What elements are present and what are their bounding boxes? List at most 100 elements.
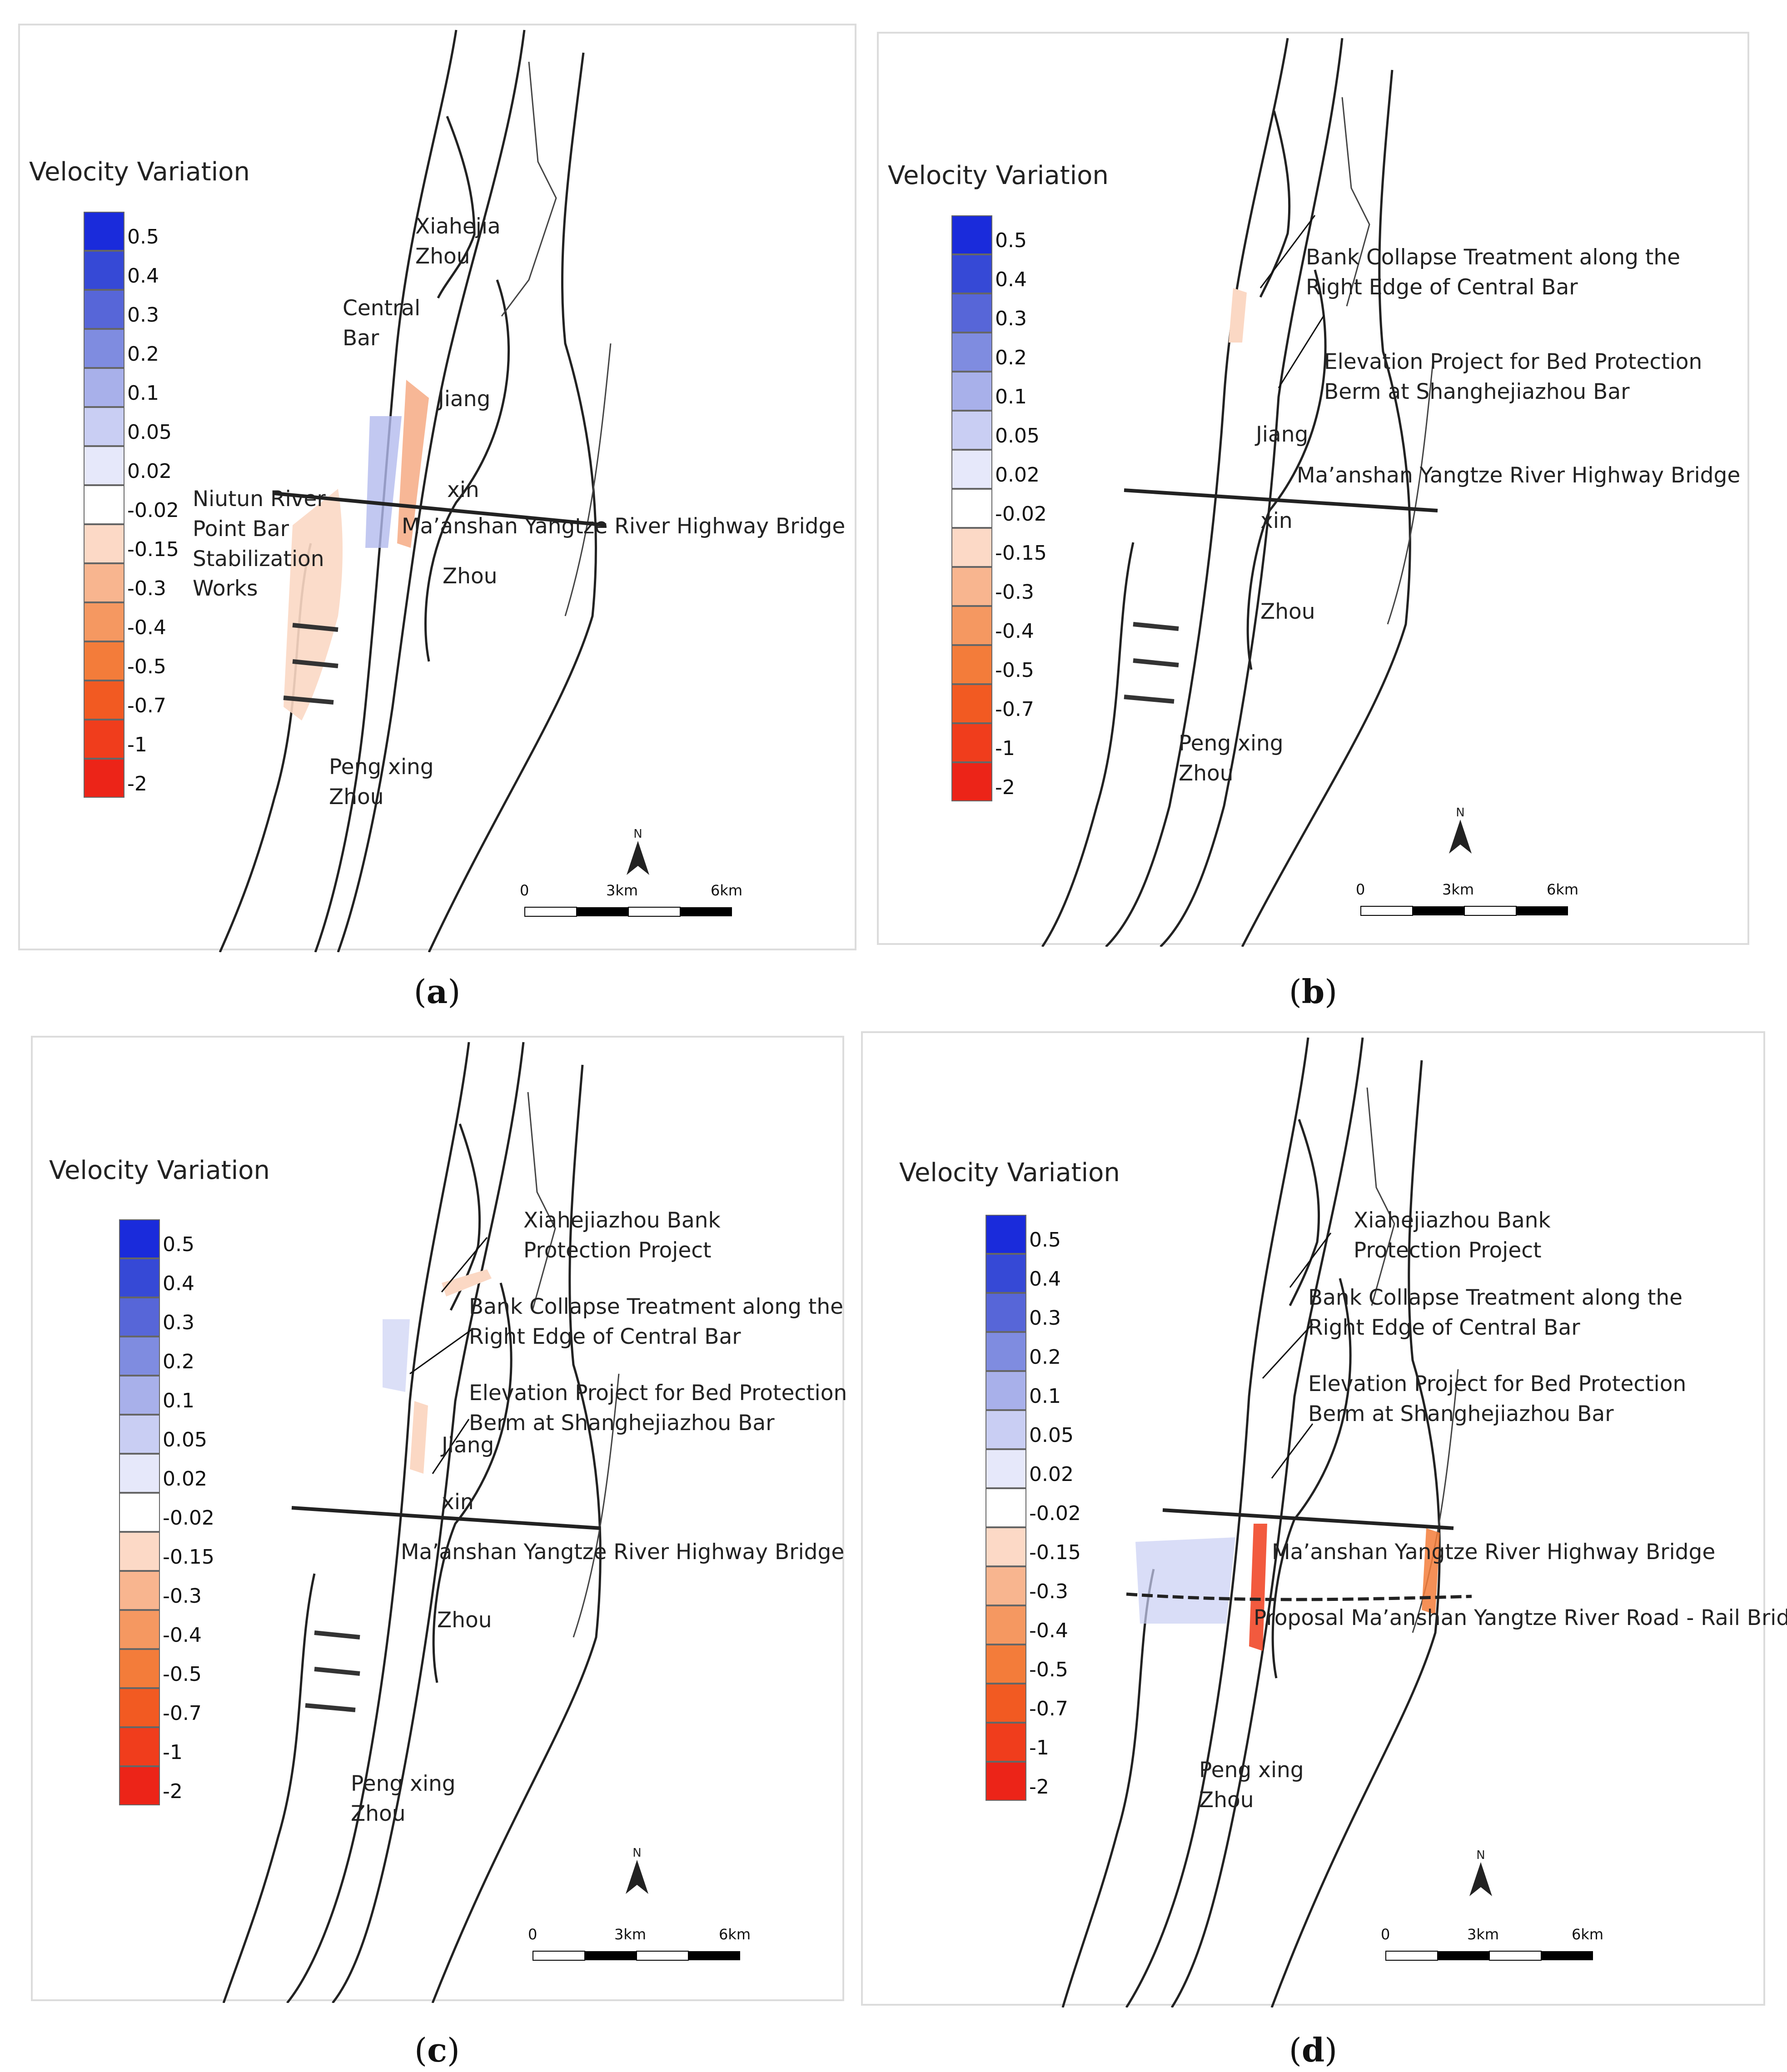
legend-label: 0.05 [127,421,172,444]
legend-label: 0.4 [995,268,1027,291]
legend-title: Velocity Variation [888,161,1109,190]
legend-label: -1 [163,1741,183,1764]
legend-swatch [119,1258,160,1297]
velocity-increase-zone [1135,1537,1235,1624]
legend-swatch [986,1254,1026,1293]
legend-swatch [986,1684,1026,1723]
legend-swatch [119,1376,160,1415]
legend-swatch [119,1610,160,1649]
river-map-b [1041,38,1438,947]
caption-b: (b) [1289,972,1338,1011]
legend-swatch [84,251,124,290]
jiangxin-zhou-edge [424,279,510,662]
legend-swatch [951,528,992,567]
label-xiahejiazhou-bank: Xiahejiazhou Bank Protection Project [523,1208,721,1263]
legend-label: 0.4 [163,1272,194,1295]
legend-label: -0.4 [163,1624,202,1647]
legend-swatch [951,606,992,645]
legend-swatch [986,1645,1026,1684]
label-bridge: Ma’anshan Yangtze River Highway Bridge [402,514,846,539]
velocity-increase-zone [365,416,402,548]
legend-swatch [84,524,124,563]
panel-b: Velocity Variation 0.5 0.4 0.3 0.2 0.1 0.05 0.… [877,32,1749,947]
label-xin: xin [447,477,479,502]
legend-label: -0.7 [1029,1697,1068,1720]
label-bridge: Ma’anshan Yangtze River Highway Bridge [1297,463,1741,488]
legend-swatch [119,1337,160,1376]
label-peng-xing-zhou: Peng xing Zhou [351,1771,456,1826]
label-proposal-bridge: Proposal Ma’anshan Yangtze River Road - … [1254,1605,1787,1630]
legend-swatch [986,1293,1026,1332]
label-central-bar: Central Bar [343,296,421,351]
legend-swatch [119,1493,160,1532]
velocity-decrease-zone [1249,1524,1267,1651]
caption-a: (a) [413,972,461,1011]
scale-bar: 0 3km 6km [520,882,742,919]
legend-swatch [951,762,992,801]
label-bank-collapse: Bank Collapse Treatment along the Right … [1308,1285,1683,1340]
legend-label: -0.5 [995,659,1034,682]
north-arrow: N [624,827,652,879]
panel-c: Velocity Variation 0.5 0.4 0.3 0.2 0.1 0.05 0.… [31,1036,847,2003]
legend-label: 0.05 [163,1428,207,1451]
legend-label: 0.2 [163,1350,194,1373]
legend-label: 0.02 [995,463,1040,487]
legend-label: 0.3 [995,307,1027,330]
legend-swatch [119,1454,160,1493]
scale-bar: 0 3km 6km [1381,1926,1603,1963]
legend-label: -0.3 [163,1585,202,1608]
legend-swatch [84,407,124,446]
panel-a: Velocity Variation 0.5 0.4 0.3 0.2 0.1 0.05 0.… [18,24,856,952]
legend-swatch [986,1215,1026,1254]
legend-swatch [986,1332,1026,1371]
label-bridge: Ma’anshan Yangtze River Highway Bridge [1272,1540,1716,1565]
legend-swatch [84,641,124,681]
right-bank-main [428,52,597,952]
legend-label: -1 [1029,1736,1049,1759]
legend-swatch [84,563,124,602]
legend-swatch [951,567,992,606]
legend-swatch [84,446,124,485]
highway-bridge-line [1162,1508,1454,1530]
label-xiahejiazhou-bank: Xiahejiazhou Bank Protection Project [1354,1208,1551,1263]
legend-swatch [986,1527,1026,1566]
legend-swatch [951,489,992,528]
legend-swatch [119,1297,160,1337]
legend-label: -0.4 [127,616,166,639]
legend-swatch [84,368,124,407]
legend-swatch [119,1571,160,1610]
legend-label: 0.02 [1029,1463,1074,1486]
legend-label: 0.1 [127,382,159,405]
legend-title: Velocity Variation [899,1158,1120,1188]
label-xin: xin [442,1490,474,1515]
legend-label: 0.5 [1029,1228,1061,1252]
velocity-decrease-zone-2 [442,1269,492,1297]
legend-swatch [951,293,992,333]
legend-title: Velocity Variation [29,157,250,187]
legend-swatch [986,1762,1026,1801]
velocity-decrease-zone [410,1401,428,1474]
inner-contour-2 [564,343,612,616]
legend-label: 0.5 [995,229,1027,252]
legend-label: -0.5 [127,655,166,678]
legend-swatch [986,1605,1026,1645]
legend-label: 0.2 [1029,1346,1061,1369]
legend-label: -0.02 [127,499,179,522]
legend-swatch [84,329,124,368]
legend-label: -1 [995,737,1015,760]
legend-swatch [986,1488,1026,1527]
label-niutun: Niutun River Point Bar Stabilization Wor… [193,487,326,601]
legend-swatch [119,1766,160,1805]
north-arrow: N [1467,1848,1494,1900]
legend-label: 0.1 [163,1389,194,1412]
inner-contour-1 [501,61,557,317]
channel-line [337,30,526,952]
legend-label: 0.05 [995,424,1040,447]
legend-label: -0.3 [995,581,1034,604]
legend-label: -0.15 [995,542,1047,565]
legend-label: 0.1 [1029,1385,1061,1408]
highway-bridge-line [291,1506,601,1530]
proposal-road-rail-bridge-line [1126,1592,1472,1601]
legend-label: 0.1 [995,385,1027,408]
legend-swatch [84,681,124,720]
